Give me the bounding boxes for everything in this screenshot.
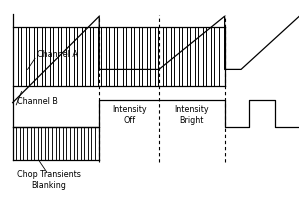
Bar bbox=[206, 27, 211, 86]
Bar bbox=[158, 27, 163, 86]
Bar bbox=[77, 27, 82, 86]
Bar bbox=[13, 27, 225, 86]
Bar bbox=[182, 27, 187, 86]
Bar bbox=[37, 27, 42, 86]
Bar bbox=[85, 27, 90, 86]
Bar bbox=[166, 27, 171, 86]
Text: Chop Transients
Blanking: Chop Transients Blanking bbox=[16, 171, 80, 190]
Text: Channel A: Channel A bbox=[37, 50, 77, 60]
Bar bbox=[29, 27, 34, 86]
Bar bbox=[13, 127, 99, 160]
Bar bbox=[118, 27, 122, 86]
Bar bbox=[214, 27, 219, 86]
Bar bbox=[93, 27, 98, 86]
Bar bbox=[61, 27, 66, 86]
Bar bbox=[53, 27, 58, 86]
Bar bbox=[142, 27, 147, 86]
Bar bbox=[174, 27, 179, 86]
Bar bbox=[134, 27, 139, 86]
Bar bbox=[125, 27, 130, 86]
Bar bbox=[198, 27, 203, 86]
Bar bbox=[150, 27, 155, 86]
Bar bbox=[45, 27, 50, 86]
Text: Channel B: Channel B bbox=[17, 97, 58, 106]
Bar bbox=[21, 27, 26, 86]
Text: Intensity
Bright: Intensity Bright bbox=[175, 105, 209, 124]
Text: Intensity
Off: Intensity Off bbox=[112, 105, 146, 124]
Bar bbox=[190, 27, 195, 86]
Bar bbox=[110, 27, 115, 86]
Bar bbox=[101, 27, 106, 86]
Bar bbox=[69, 27, 74, 86]
Bar bbox=[13, 27, 18, 86]
